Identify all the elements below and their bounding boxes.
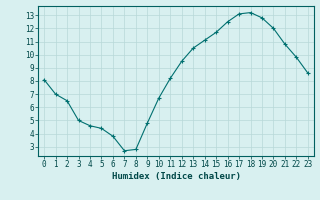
X-axis label: Humidex (Indice chaleur): Humidex (Indice chaleur) (111, 172, 241, 181)
